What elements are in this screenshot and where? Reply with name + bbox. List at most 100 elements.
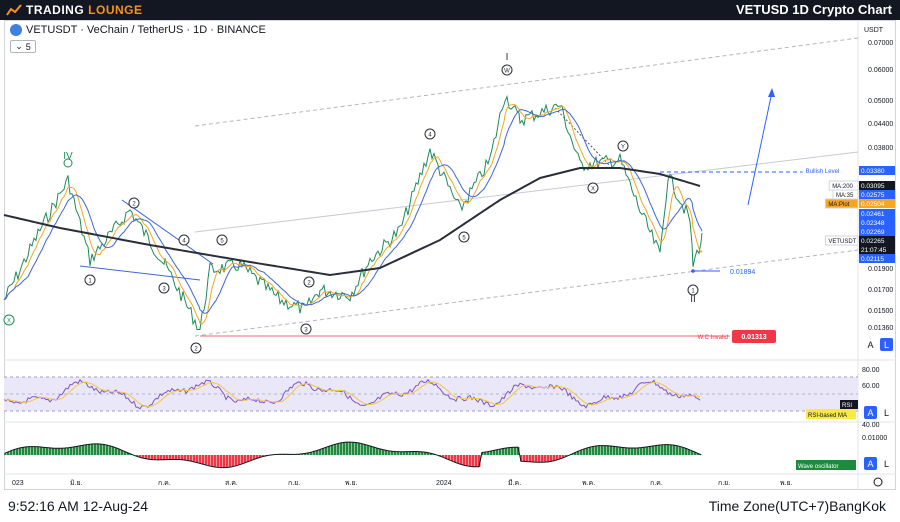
symbol-legend[interactable]: VETUSDT · VeChain / TetherUS · 1D · BINA… <box>10 24 266 36</box>
osc-bar <box>100 444 103 455</box>
osc-bar <box>679 446 682 455</box>
osc-bar <box>484 452 487 455</box>
settings-gear-icon[interactable] <box>873 477 883 487</box>
wave-oscillator-histogram[interactable] <box>4 442 703 468</box>
osc-bar <box>649 446 652 455</box>
main-log-button[interactable]: L <box>880 338 893 351</box>
osc-bar <box>169 455 172 460</box>
osc-bar <box>352 442 355 455</box>
ma-200-line[interactable] <box>3 167 701 277</box>
osc-bar <box>595 445 598 455</box>
rsi-log-button[interactable]: L <box>880 406 893 419</box>
osc-bar <box>364 444 367 455</box>
osc-bar <box>217 455 220 468</box>
osc-bar <box>97 443 100 455</box>
osc-log-button[interactable]: L <box>880 457 893 470</box>
osc-bar <box>112 446 115 455</box>
time-tick: ก.ย. <box>718 480 730 487</box>
osc-bar <box>109 445 112 455</box>
footer-timezone: Time Zone(UTC+7)BangKok <box>708 498 886 514</box>
price-tag-label-bg <box>802 166 858 175</box>
osc-bar <box>526 455 529 462</box>
osc-bar <box>388 450 391 455</box>
osc-bar <box>451 455 454 462</box>
osc-bar <box>28 446 31 455</box>
osc-bar <box>448 455 451 460</box>
osc-bar <box>640 447 643 455</box>
rsi-line[interactable] <box>3 378 701 410</box>
price-tag-value: 0.02575 <box>861 192 885 199</box>
wedge-lower-line[interactable] <box>79 265 201 281</box>
chart-frame[interactable] <box>4 20 896 490</box>
osc-bar <box>511 447 514 455</box>
osc-bar <box>136 455 139 457</box>
osc-auto-button[interactable]: A <box>864 457 877 470</box>
osc-bar <box>337 443 340 455</box>
osc-bar <box>43 447 46 455</box>
price-tag-badge <box>859 218 895 227</box>
wave-oscillator-line[interactable] <box>4 441 702 469</box>
osc-bar <box>475 455 478 467</box>
osc-bar <box>10 450 13 455</box>
price-tag-label-bg <box>824 235 859 246</box>
ma-plot-line[interactable] <box>3 103 703 325</box>
chart-canvas[interactable]: IV I II X 1 2 3 4 5 2 3 4 5 W X Y 1 2 0.01894 W.C Inva… <box>0 0 900 494</box>
osc-bar <box>613 446 616 455</box>
osc-bar <box>673 445 676 455</box>
wave-label-circle <box>501 64 513 76</box>
time-tick: 023 <box>12 480 24 487</box>
osc-bar <box>154 455 157 460</box>
osc-bar <box>598 445 601 455</box>
osc-bar <box>496 449 499 455</box>
osc-bar <box>202 455 205 465</box>
channel-upper-line[interactable] <box>194 37 859 127</box>
price-tick: 0.01360 <box>868 325 893 332</box>
price-tag-value: 0.02265 <box>861 238 885 245</box>
osc-bar <box>127 452 130 455</box>
osc-bar <box>628 447 631 455</box>
indicator-counter[interactable]: ⌄ 5 <box>10 40 36 53</box>
low-value-text: 0.01894 <box>730 269 755 276</box>
osc-bar <box>106 445 109 455</box>
chart-title: VETUSD 1D Crypto Chart <box>735 2 892 17</box>
osc-bar <box>619 447 622 455</box>
osc-bar <box>571 453 574 455</box>
projection-arrow[interactable] <box>747 91 773 206</box>
osc-bar <box>454 455 457 463</box>
price-tag-label: VETUSDT <box>828 239 856 245</box>
wave-label-ii: II <box>690 294 696 305</box>
price-tick: 0.01700 <box>868 287 893 294</box>
osc-bar <box>79 445 82 455</box>
time-tick: ก.ย. <box>288 480 300 487</box>
osc-bar <box>409 451 412 455</box>
rsi-tick-60: 60.00 <box>862 383 880 390</box>
osc-bar <box>115 447 118 455</box>
channel-mid-line[interactable] <box>194 151 859 233</box>
osc-bar <box>373 447 376 455</box>
osc-bar <box>301 453 304 455</box>
osc-bar <box>262 455 265 457</box>
wave-label-iv: IV <box>63 151 73 162</box>
osc-bar <box>4 453 7 455</box>
channel-lower-line[interactable] <box>194 249 859 337</box>
osc-bar <box>541 455 544 463</box>
price-tag-badge <box>859 199 895 208</box>
price-tag-badge <box>859 236 895 245</box>
ma-35-line[interactable] <box>3 108 703 314</box>
rsi-ma-line[interactable] <box>3 381 701 408</box>
osc-bar <box>361 443 364 455</box>
price-tag-label: MA:Plot <box>828 202 849 208</box>
main-auto-button[interactable]: A <box>864 338 877 351</box>
osc-bar <box>424 452 427 455</box>
osc-bar <box>334 444 337 455</box>
osc-bar <box>163 455 166 460</box>
osc-bar <box>64 448 67 455</box>
osc-bar <box>367 445 370 455</box>
osc-bar <box>466 455 469 466</box>
price-tag-label: Bullish Level <box>806 169 840 175</box>
osc-bar <box>508 447 511 455</box>
projection-arrowhead <box>768 88 775 97</box>
wave-label-circle <box>3 314 15 326</box>
price-tag-value: 0.02115 <box>861 256 884 263</box>
rsi-auto-button[interactable]: A <box>864 406 877 419</box>
